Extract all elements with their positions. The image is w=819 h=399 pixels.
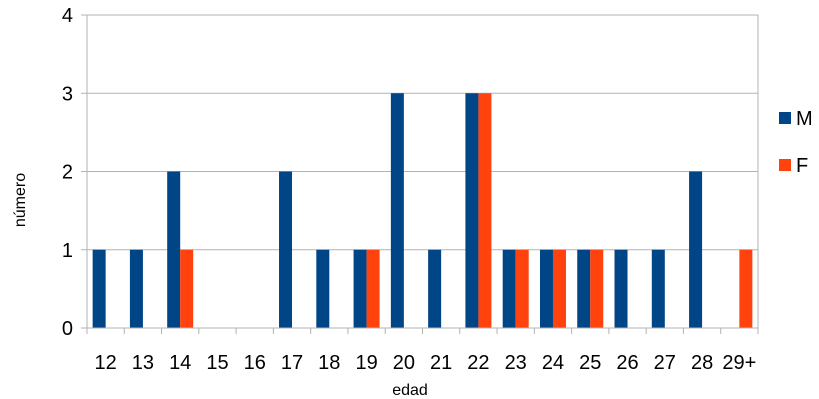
bar-M-23 — [502, 249, 516, 328]
x-tick-label: 21 — [430, 352, 452, 374]
legend: MF — [779, 108, 813, 177]
x-tick-label: 15 — [206, 352, 228, 374]
bar-M-25 — [577, 249, 591, 328]
bar-F-22 — [478, 93, 492, 328]
bar-M-26 — [614, 249, 628, 328]
legend-label-F: F — [796, 155, 808, 177]
x-tick-label: 28 — [691, 352, 713, 374]
x-tick-label: 12 — [95, 352, 117, 374]
bar-M-18 — [316, 249, 330, 328]
bar-M-24 — [539, 249, 553, 328]
x-tick-label: 17 — [281, 352, 303, 374]
bar-M-20 — [390, 93, 404, 328]
x-tick-labels: 12 13 14 15 16 17 18 19 20 21 22 23 24 25 26 27 28 29+ — [95, 352, 757, 374]
x-tick-label: 23 — [505, 352, 527, 374]
bar-F-29+ — [739, 249, 753, 328]
bar-F-23 — [515, 249, 529, 328]
y-tick-label: 2 — [62, 162, 73, 184]
y-tick-label: 3 — [62, 83, 73, 105]
x-tick-label: 16 — [244, 352, 266, 374]
bar-M-22 — [465, 93, 479, 328]
x-tick-label: 29+ — [722, 352, 756, 374]
axes — [86, 14, 759, 334]
x-tick-label: 13 — [132, 352, 154, 374]
x-tick-label: 20 — [393, 352, 415, 374]
x-tick-label: 26 — [616, 352, 638, 374]
bar-M-13 — [129, 249, 143, 328]
y-tick-label: 0 — [62, 318, 73, 340]
y-tick-label: 1 — [62, 240, 73, 262]
legend-label-M: M — [796, 108, 813, 130]
bar-M-19 — [353, 249, 367, 328]
x-tick-label: 27 — [654, 352, 676, 374]
bar-F-14 — [180, 249, 194, 328]
bar-F-24 — [552, 249, 566, 328]
bar-M-12 — [92, 249, 106, 328]
bars — [92, 93, 753, 328]
x-tick-label: 22 — [467, 352, 489, 374]
bar-M-14 — [167, 171, 181, 328]
x-tick-label: 25 — [579, 352, 601, 374]
x-axis-title: edad — [392, 382, 428, 399]
bar-M-28 — [689, 171, 703, 328]
bar-F-25 — [590, 249, 604, 328]
x-tick-label: 14 — [169, 352, 191, 374]
y-tick-labels: 0 1 2 3 4 — [62, 5, 73, 340]
legend-swatch-F — [779, 159, 791, 171]
y-axis-title: número — [12, 173, 29, 227]
bar-M-17 — [279, 171, 293, 328]
x-tick-label: 18 — [318, 352, 340, 374]
y-tick-label: 4 — [62, 5, 73, 27]
bar-F-19 — [366, 249, 380, 328]
x-tick-label: 24 — [542, 352, 564, 374]
bar-M-21 — [428, 249, 442, 328]
bar-M-27 — [651, 249, 665, 328]
legend-swatch-M — [779, 112, 791, 124]
x-tick-label: 19 — [355, 352, 377, 374]
